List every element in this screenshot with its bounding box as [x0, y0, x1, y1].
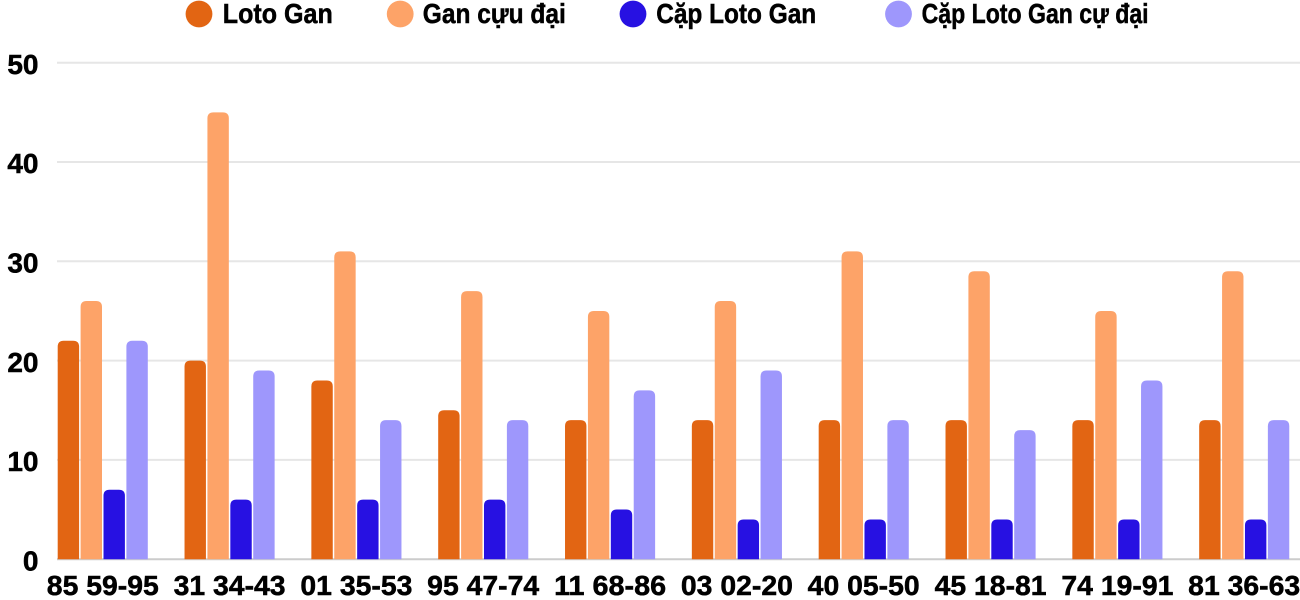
svg-text:45 18-81: 45 18-81: [935, 570, 1047, 600]
svg-text:Gan cựu đại: Gan cựu đại: [423, 0, 566, 29]
svg-text:81 36-63: 81 36-63: [1188, 570, 1300, 600]
svg-text:20: 20: [7, 347, 38, 378]
svg-text:31 34-43: 31 34-43: [174, 570, 286, 600]
svg-text:85 59-95: 85 59-95: [47, 570, 159, 600]
svg-text:40: 40: [7, 148, 38, 179]
svg-text:01 35-53: 01 35-53: [300, 570, 412, 600]
svg-text:50: 50: [7, 49, 38, 80]
svg-text:30: 30: [7, 248, 38, 279]
svg-text:Cặp Loto Gan cự đại: Cặp Loto Gan cự đại: [922, 0, 1149, 29]
svg-text:10: 10: [7, 446, 38, 477]
svg-text:95 47-74: 95 47-74: [427, 570, 539, 600]
svg-text:11 68-86: 11 68-86: [554, 570, 666, 600]
svg-text:0: 0: [23, 545, 39, 576]
svg-text:Loto Gan: Loto Gan: [223, 0, 333, 29]
svg-text:74 19-91: 74 19-91: [1061, 570, 1173, 600]
svg-text:03 02-20: 03 02-20: [681, 570, 793, 600]
svg-text:40 05-50: 40 05-50: [808, 570, 920, 600]
svg-text:Cặp Loto Gan: Cặp Loto Gan: [656, 0, 816, 29]
